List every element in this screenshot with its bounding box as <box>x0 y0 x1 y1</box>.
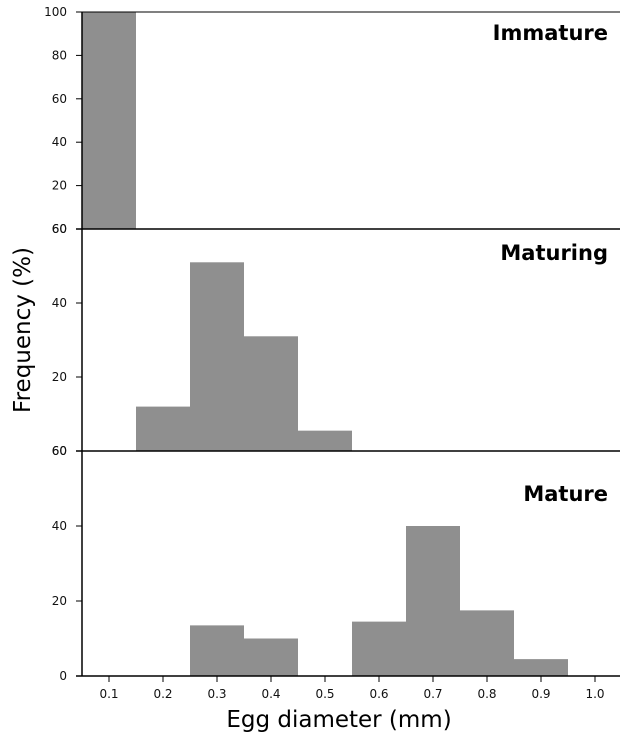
y-tick-label: 60 <box>52 92 67 106</box>
x-tick-label: 1.0 <box>585 687 604 701</box>
y-tick-label: 60 <box>52 444 67 458</box>
bar-immature-0.1 <box>82 12 136 229</box>
x-tick-label: 0.4 <box>261 687 280 701</box>
panel-title-maturing: Maturing <box>500 241 608 265</box>
x-axis-label: Egg diameter (mm) <box>226 707 451 733</box>
x-tick-label: 0.8 <box>477 687 496 701</box>
y-axis-label: Frequency (%) <box>10 247 36 413</box>
y-tick-label: 60 <box>52 222 67 236</box>
y-tick-label: 60 <box>52 222 67 236</box>
x-tick-label: 0.3 <box>207 687 226 701</box>
y-tick-label: 40 <box>52 296 67 310</box>
y-tick-label: 20 <box>52 594 67 608</box>
bar-mature-0.6 <box>352 621 406 676</box>
bar-mature-0.7 <box>406 526 460 676</box>
panel-title-immature: Immature <box>493 21 608 45</box>
x-tick-label: 0.6 <box>369 687 388 701</box>
x-tick-label: 0.7 <box>423 687 442 701</box>
x-tick-label: 0.1 <box>99 687 118 701</box>
bar-mature-0.3 <box>190 625 244 676</box>
x-tick-label: 0.5 <box>315 687 334 701</box>
y-tick-label: 100 <box>44 5 67 19</box>
y-tick-label: 20 <box>52 370 67 384</box>
y-tick-label: 80 <box>52 48 67 62</box>
y-tick-label: 40 <box>52 519 67 533</box>
x-tick-label: 0.9 <box>531 687 550 701</box>
bar-mature-0.4 <box>244 638 298 676</box>
panel-title-mature: Mature <box>523 482 608 506</box>
bar-maturing-0.3 <box>190 262 244 451</box>
x-tick-label: 0.2 <box>153 687 172 701</box>
bar-maturing-0.2 <box>136 406 190 451</box>
y-tick-label: 0 <box>59 669 67 683</box>
y-tick-label: 40 <box>52 135 67 149</box>
bar-mature-0.8 <box>460 610 514 676</box>
bar-maturing-0.4 <box>244 336 298 451</box>
y-tick-label: 60 <box>52 444 67 458</box>
bar-maturing-0.5 <box>298 430 352 451</box>
y-tick-label: 20 <box>52 179 67 193</box>
bar-mature-0.9 <box>514 659 568 676</box>
